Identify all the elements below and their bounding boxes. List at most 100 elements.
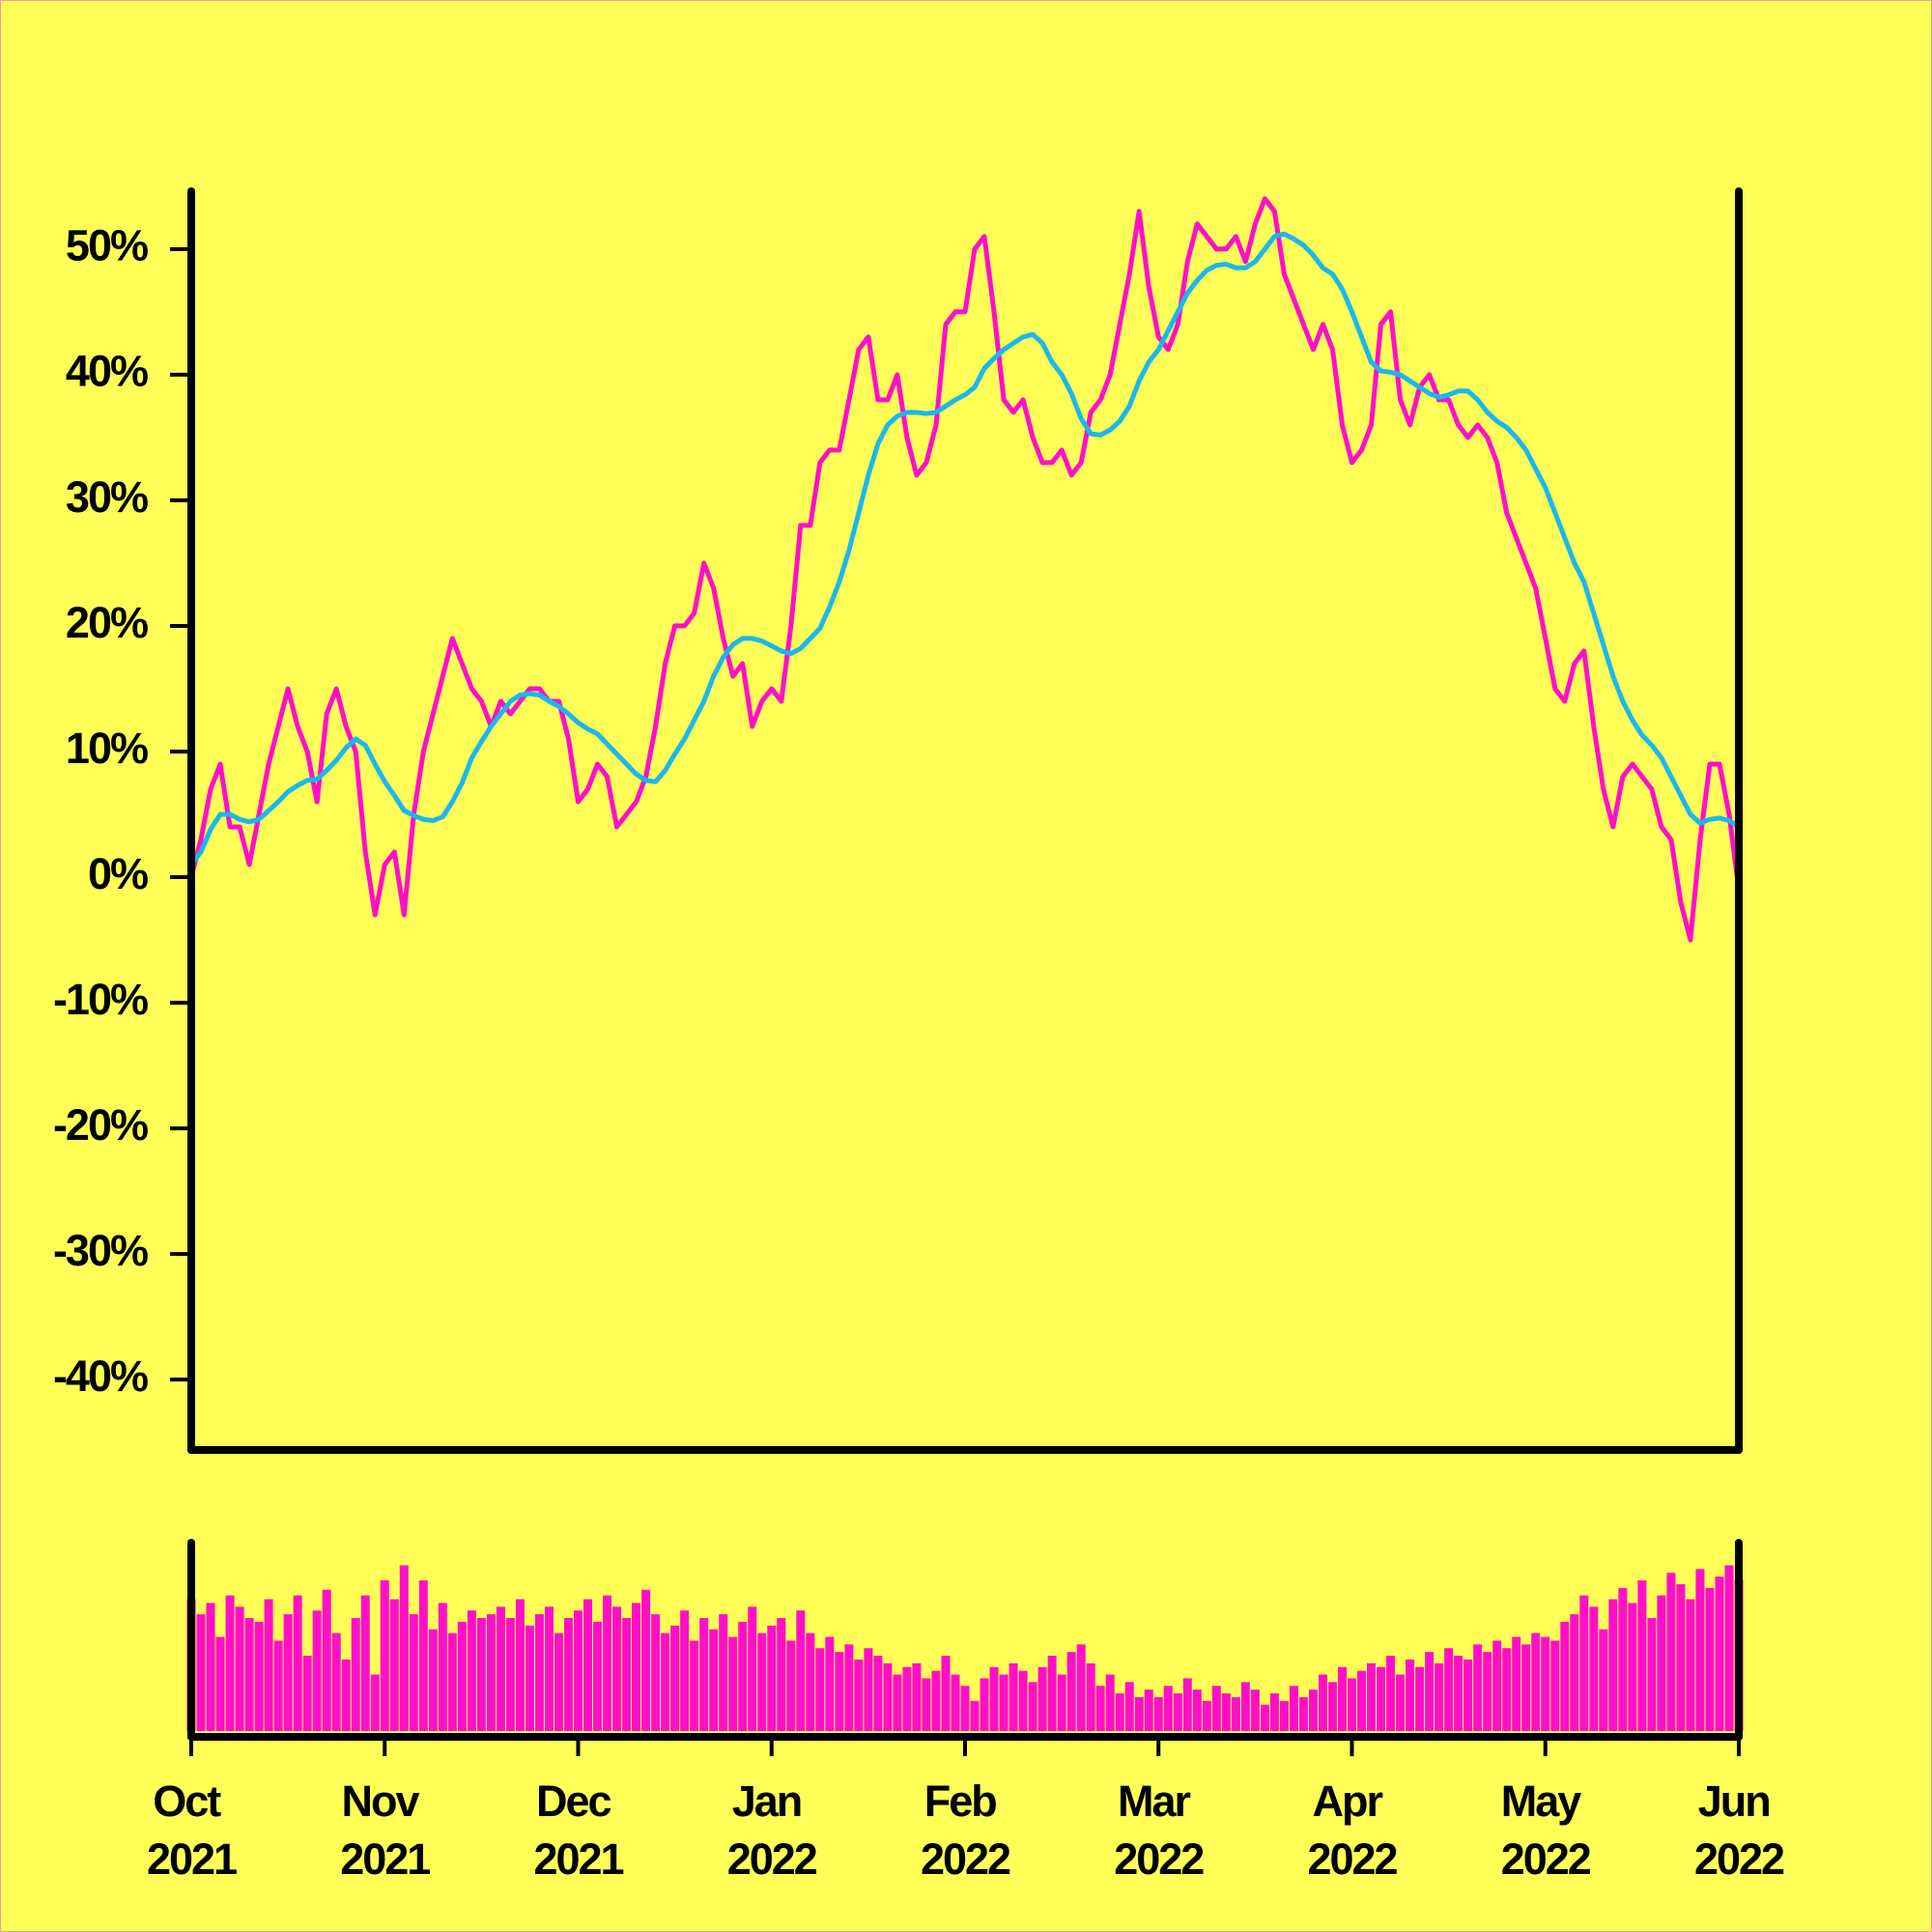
volume-bar <box>206 1603 215 1731</box>
volume-bar <box>1202 1700 1211 1731</box>
volume-bar <box>1192 1690 1202 1731</box>
volume-bar <box>1037 1666 1047 1731</box>
y-tick-label: 40% <box>66 347 148 396</box>
volume-bar <box>1221 1693 1231 1731</box>
volume-bar <box>1250 1690 1260 1731</box>
volume-bar <box>980 1678 989 1731</box>
volume-bar <box>1531 1633 1541 1731</box>
volume-bar <box>244 1618 254 1731</box>
x-tick-label: Oct 2021 <box>147 1776 237 1884</box>
volume-bar <box>1240 1682 1250 1731</box>
volume-bar <box>738 1621 748 1731</box>
volume-bar <box>1647 1618 1657 1731</box>
x-tick-label: Dec 2021 <box>533 1776 623 1884</box>
volume-bar <box>1318 1674 1327 1731</box>
y-tick-label: -30% <box>53 1226 148 1275</box>
volume-bar <box>941 1656 951 1731</box>
volume-bar <box>1298 1696 1308 1731</box>
volume-bar <box>312 1610 322 1731</box>
volume-bar <box>922 1678 931 1731</box>
y-tick-label: -40% <box>53 1351 148 1401</box>
volume-bar <box>1066 1652 1076 1731</box>
volume-bar <box>825 1636 835 1731</box>
volume-bar <box>1367 1662 1377 1731</box>
volume-bar <box>331 1633 341 1731</box>
volume-bar <box>777 1618 786 1731</box>
volume-bar <box>505 1618 515 1731</box>
volume-bar <box>786 1640 796 1731</box>
volume-bar <box>1173 1693 1182 1731</box>
volume-bar <box>1124 1682 1134 1731</box>
volume-bar <box>1028 1682 1037 1731</box>
volume-bar <box>476 1618 486 1731</box>
volume-bar <box>641 1589 651 1731</box>
volume-bar <box>806 1633 815 1731</box>
volume-bar <box>612 1606 622 1731</box>
volume-bar <box>360 1595 370 1731</box>
volume-bar <box>893 1674 902 1731</box>
volume-bar <box>525 1625 534 1731</box>
volume-bar <box>1628 1603 1637 1731</box>
volume-bar <box>264 1599 273 1731</box>
volume-bar <box>989 1666 999 1731</box>
volume-bar <box>1095 1686 1105 1731</box>
volume-bar <box>796 1610 806 1731</box>
volume-bar <box>1115 1693 1124 1731</box>
volume-bar <box>1463 1659 1473 1731</box>
x-tick-label: Jan 2022 <box>727 1776 817 1884</box>
volume-bar <box>1163 1686 1173 1731</box>
volume-bar <box>467 1610 476 1731</box>
volume-bar <box>486 1614 496 1731</box>
volume-bar <box>1599 1629 1608 1731</box>
y-tick-label: 0% <box>88 849 148 898</box>
volume-bar <box>563 1618 573 1731</box>
volume-bar <box>534 1614 544 1731</box>
volume-bar <box>748 1606 757 1731</box>
volume-bar <box>544 1606 554 1731</box>
volume-bar <box>1047 1656 1057 1731</box>
volume-bar <box>1570 1614 1579 1731</box>
y-tick-label: 20% <box>66 598 148 647</box>
x-tick-label: Nov 2021 <box>340 1776 430 1884</box>
volume-bar <box>1289 1686 1298 1731</box>
volume-bar <box>1454 1656 1463 1731</box>
volume-bar <box>1377 1666 1386 1731</box>
volume-bar <box>1018 1670 1028 1731</box>
volume-bar <box>389 1599 399 1731</box>
volume-bar <box>1589 1606 1599 1731</box>
volume-bar <box>1676 1583 1686 1731</box>
volume-bar <box>1560 1621 1570 1731</box>
volume-bar <box>815 1648 825 1731</box>
volume-bar <box>854 1659 864 1731</box>
volume-bar <box>457 1621 467 1731</box>
volume-bar <box>351 1618 360 1731</box>
volume-bar <box>496 1606 505 1731</box>
volume-bar <box>1057 1674 1066 1731</box>
volume-bar <box>1695 1569 1705 1731</box>
volume-bar <box>254 1621 264 1731</box>
volume-bar <box>428 1629 438 1731</box>
volume-bar <box>1521 1644 1531 1731</box>
volume-bar <box>515 1599 525 1731</box>
volume-bar <box>302 1656 312 1731</box>
volume-bar <box>1705 1587 1715 1731</box>
volume-bar <box>1269 1693 1279 1731</box>
y-tick-label: 50% <box>66 221 148 270</box>
volume-bar <box>1502 1648 1512 1731</box>
volume-bar <box>399 1565 409 1731</box>
volume-bar <box>1579 1595 1589 1731</box>
volume-bar <box>709 1629 719 1731</box>
volume-bar <box>902 1666 912 1731</box>
volume-bar <box>1144 1690 1153 1731</box>
volume-bar <box>235 1606 244 1731</box>
price-line <box>189 231 1741 867</box>
volume-bar <box>1541 1636 1550 1731</box>
volume-bar <box>1483 1652 1492 1731</box>
volume-bar <box>1211 1686 1221 1731</box>
volume-bar <box>341 1659 351 1731</box>
volume-bar <box>1182 1678 1192 1731</box>
volume-bar <box>622 1618 632 1731</box>
volume-bar <box>1473 1644 1483 1731</box>
volume-bar <box>1327 1682 1337 1731</box>
volume-bar <box>1637 1580 1647 1731</box>
